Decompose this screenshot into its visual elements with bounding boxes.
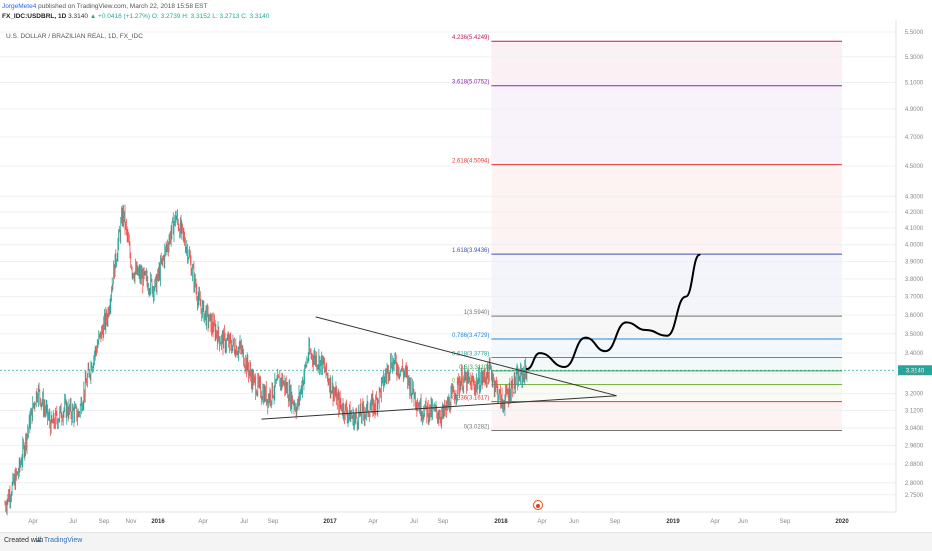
last-price: 3.3140 xyxy=(68,13,88,20)
fib-band xyxy=(491,164,842,255)
price-tick-label: 4.2000 xyxy=(905,210,924,216)
price-tick-label: 3.6000 xyxy=(905,313,924,319)
price-tick-label: 3.4000 xyxy=(905,351,924,357)
time-tick-label: Apr xyxy=(368,519,377,525)
price-change: ▲ +0.0416 (+1.27%) xyxy=(89,13,151,20)
publish-info: JorgeMete4 published on TradingView.com,… xyxy=(2,3,208,10)
time-tick-label: 2019 xyxy=(666,519,680,525)
price-tick-label: 3.2000 xyxy=(905,392,924,398)
fib-level-label: 0(3.0282) xyxy=(464,424,490,430)
fib-level-label: 0.786(3.4729) xyxy=(452,333,489,339)
price-tick-label: 3.7000 xyxy=(905,295,924,301)
fib-band xyxy=(491,384,842,402)
time-tick-label: 2017 xyxy=(323,519,337,525)
fib-band xyxy=(491,401,842,431)
ohlc-values: O: 3.2739 H: 3.3152 L: 3.2713 C: 3.3140 xyxy=(151,13,270,20)
price-tick-label: 4.3000 xyxy=(905,194,924,200)
fib-level-label: 3.618(5.0752) xyxy=(452,80,489,86)
fib-level-label: 0.236(3.1617) xyxy=(452,396,489,402)
fib-band xyxy=(491,370,842,385)
created-with-label: Created with xyxy=(4,537,44,544)
tradingview-brand: TradingView xyxy=(43,537,83,544)
time-tick-label: Apr xyxy=(710,519,719,525)
symbol-info-bar: FX_IDC:USDBRL, 1D 3.3140 ▲ +0.0416 (+1.2… xyxy=(2,13,269,20)
time-tick-label: Jun xyxy=(569,519,579,525)
time-tick-label: Nov xyxy=(126,519,137,525)
fib-band xyxy=(491,316,842,339)
price-tick-label: 5.3000 xyxy=(905,55,924,61)
fib-band xyxy=(491,85,842,165)
price-tick-label: 4.7000 xyxy=(905,135,924,141)
author-name[interactable]: JorgeMete4 xyxy=(2,3,37,10)
fibonacci-extension[interactable]: 4.236(5.4249) 3.618(5.0752) 2.618(4.5094) 1… xyxy=(452,35,842,431)
tradingview-logo[interactable]: ☁ TradingView xyxy=(35,537,83,544)
current-price-marker xyxy=(898,365,932,376)
publish-date: published on TradingView.com, March 22, … xyxy=(38,3,208,10)
fib-level-label: 2.618(4.5094) xyxy=(452,159,489,165)
projection-drawing[interactable] xyxy=(525,253,701,371)
candles xyxy=(0,204,896,516)
price-tick-label: 2.8800 xyxy=(905,462,924,468)
time-tick-label: Apr xyxy=(537,519,546,525)
price-axis-panel[interactable] xyxy=(896,20,932,532)
fib-level-label: 0.618(3.3778) xyxy=(452,352,489,358)
dividend-marker[interactable] xyxy=(533,500,543,510)
time-tick-label: Apr xyxy=(28,519,37,525)
time-tick-label: Sep xyxy=(99,519,110,525)
triangle-pattern[interactable] xyxy=(261,316,617,420)
price-tick-label: 4.0000 xyxy=(905,243,924,249)
time-tick-label: Jul xyxy=(410,519,418,525)
time-tick-label: 2020 xyxy=(835,519,849,525)
time-tick-label: Jun xyxy=(738,519,748,525)
price-tick-label: 2.7500 xyxy=(905,493,924,499)
fib-band xyxy=(491,254,842,317)
fib-level-label: 1(3.5940) xyxy=(464,310,490,316)
time-tick-label: Sep xyxy=(268,519,279,525)
projected-path xyxy=(525,253,701,371)
time-tick-label: Sep xyxy=(610,519,621,525)
fib-level-label: 1.618(3.9436) xyxy=(452,248,489,254)
price-tick-label: 3.1200 xyxy=(905,409,924,415)
current-price-label: 3.3140 xyxy=(906,369,925,375)
time-tick-label: Sep xyxy=(780,519,791,525)
price-tick-label: 5.1000 xyxy=(905,80,924,86)
fib-band xyxy=(491,41,842,86)
time-tick-label: Jul xyxy=(240,519,248,525)
price-tick-label: 3.5000 xyxy=(905,332,924,338)
time-tick-label: Sep xyxy=(438,519,449,525)
chart-title: U.S. DOLLAR / BRAZILIAN REAL, 1D, FX_IDC xyxy=(6,33,143,40)
price-tick-label: 3.3000 xyxy=(905,371,924,377)
fib-level-label: 0.5(3.3110) xyxy=(459,365,489,371)
time-tick-label: Apr xyxy=(198,519,207,525)
price-tick-label: 4.5000 xyxy=(905,164,924,170)
fib-background xyxy=(491,41,842,431)
fib-band xyxy=(491,357,842,371)
price-tick-label: 5.5000 xyxy=(905,30,924,36)
price-tick-label: 3.8000 xyxy=(905,277,924,283)
triangle-upper-line xyxy=(315,316,617,397)
price-tick-label: 4.9000 xyxy=(905,107,924,113)
time-tick-label: 2016 xyxy=(151,519,165,525)
price-tick-label: 2.8000 xyxy=(905,481,924,487)
price-tick-label: 3.0400 xyxy=(905,426,924,432)
time-tick-label: 2018 xyxy=(494,519,508,525)
fib-level-label: 4.236(5.4249) xyxy=(452,35,489,41)
triangle-lower-line xyxy=(261,395,617,420)
footer-bar: Created with ☁ TradingView xyxy=(0,532,932,551)
time-axis: Apr Jul Sep Nov 2016 Apr Jul Sep 2017 Apr Jul Sep 20… xyxy=(28,519,849,525)
chart-grid xyxy=(0,31,896,496)
price-tick-label: 3.9000 xyxy=(905,260,924,266)
time-tick-label: Jul xyxy=(69,519,77,525)
price-tick-label: 4.1000 xyxy=(905,226,924,232)
price-tick-label: 2.9600 xyxy=(905,444,924,450)
symbol-label[interactable]: FX_IDC:USDBRL, 1D xyxy=(2,13,67,20)
price-axis: 3.3140 5.5000 5.3000 5.1000 4.9000 4.7000 4.50… xyxy=(898,30,932,499)
